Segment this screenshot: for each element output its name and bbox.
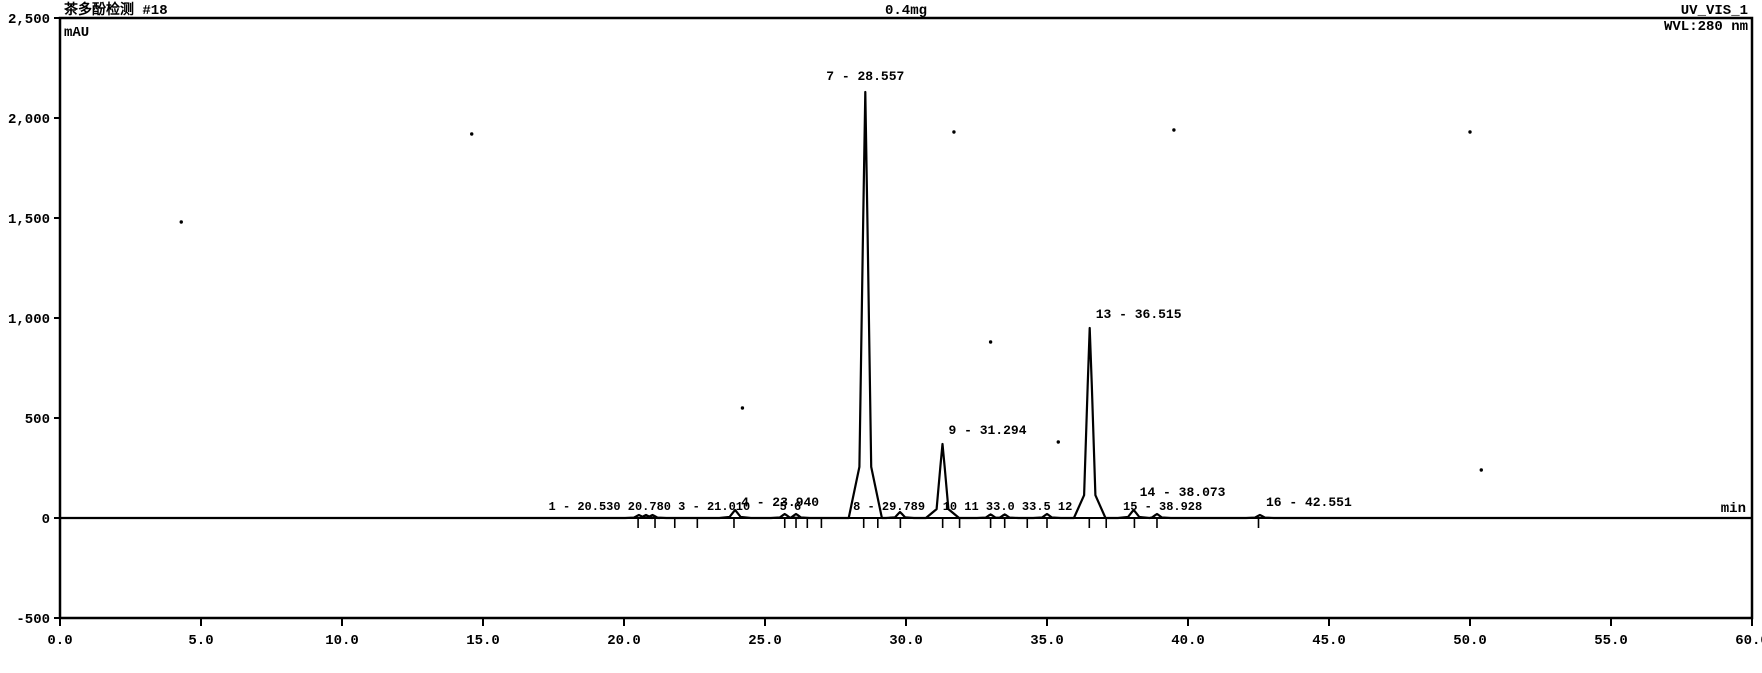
peak-label: 16 - 42.551 [1266, 495, 1352, 510]
artifact-dot [1172, 128, 1175, 131]
peak-label: 9 - 31.294 [948, 423, 1026, 438]
peak-label: 7 - 28.557 [826, 69, 904, 84]
peak-label-cluster: 1 - 20.530 20.780 3 - 21.010 [549, 500, 751, 514]
y-tick-label: 500 [25, 412, 50, 428]
x-tick-label: 20.0 [607, 633, 641, 649]
x-tick-label: 15.0 [466, 633, 500, 649]
x-tick-label: 0.0 [47, 633, 72, 649]
x-tick-label: 60.0 [1735, 633, 1762, 649]
header-center: 0.4mg [885, 3, 927, 19]
chart-svg: -500 0 500 1,000 1,500 2,000 2,500 mAU 0.0 5.0 10.… [0, 0, 1762, 673]
y-tick-label: 2,500 [8, 12, 50, 28]
y-tick-label: 0 [42, 512, 50, 528]
y-tick-label: 1,000 [8, 312, 50, 328]
x-tick-label: 40.0 [1171, 633, 1205, 649]
header-right-1: UV_VIS_1 [1681, 3, 1748, 19]
peak-label-cluster: 15 - 38.928 [1123, 500, 1202, 514]
artifact-dot [470, 132, 473, 135]
artifact-dot [180, 220, 183, 223]
peak-label: 13 - 36.515 [1096, 307, 1182, 322]
artifact-dot [741, 406, 744, 409]
header-left: 茶多酚检测 #18 [63, 1, 168, 19]
artifact-dot [952, 130, 955, 133]
header-right-2: WVL:280 nm [1664, 19, 1748, 35]
peak-label-cluster: 10 11 33.0 33.5 12 [943, 500, 1073, 514]
x-tick-label: 55.0 [1594, 633, 1628, 649]
y-tick-label: 2,000 [8, 112, 50, 128]
x-tick-label: 50.0 [1453, 633, 1487, 649]
y-tick-label: 1,500 [8, 212, 50, 228]
artifact-dot [1057, 440, 1060, 443]
chromatogram-chart: -500 0 500 1,000 1,500 2,000 2,500 mAU 0.0 5.0 10.… [0, 0, 1762, 673]
peak-label: 14 - 38.073 [1140, 485, 1226, 500]
x-tick-label: 10.0 [325, 633, 359, 649]
chromatogram-trace [60, 92, 1752, 518]
x-tick-label: 30.0 [889, 633, 923, 649]
x-tick-label: 35.0 [1030, 633, 1064, 649]
artifact-dot [1480, 468, 1483, 471]
x-tick-label: 5.0 [188, 633, 213, 649]
x-tick-label: 25.0 [748, 633, 782, 649]
plot-frame [60, 18, 1752, 618]
artifact-dot [989, 340, 992, 343]
x-unit-label: min [1721, 501, 1746, 517]
y-unit-label: mAU [64, 25, 89, 41]
peak-label-cluster: 5 6 [780, 500, 802, 514]
peak-label-cluster: 8 - 29.789 [853, 500, 925, 514]
artifact-dot [1468, 130, 1471, 133]
x-tick-label: 45.0 [1312, 633, 1346, 649]
y-tick-label: -500 [16, 612, 50, 628]
